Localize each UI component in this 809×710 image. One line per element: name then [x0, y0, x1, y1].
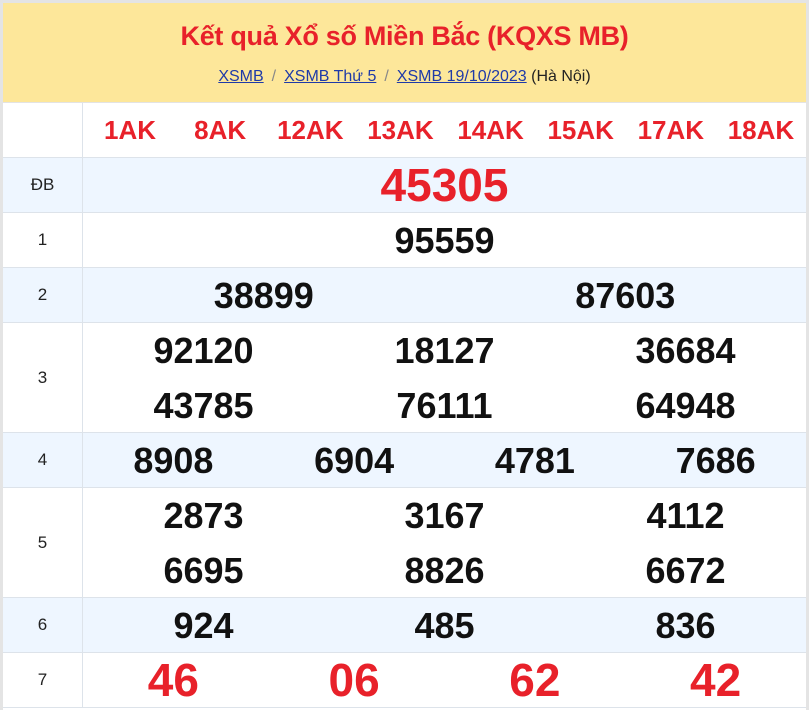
prize-number: 924 [173, 605, 234, 646]
prize-label: 1 [3, 213, 83, 267]
breadcrumb-separator: / [271, 68, 277, 85]
prize-number: 6904 [314, 440, 395, 481]
prize-row-5: 5 2873 3167 4112 6695 8826 6672 [3, 488, 806, 598]
prize-label: 5 [3, 488, 83, 597]
results-header: Kết quả Xổ số Miền Bắc (KQXS MB) XSMB / XS… [3, 3, 806, 103]
prize-number: 8908 [133, 440, 214, 481]
prize-number: 62 [509, 654, 561, 706]
prize-number: 06 [328, 654, 380, 706]
prize-row-db: ĐB 45305 [3, 158, 806, 213]
prize-number: 95559 [394, 220, 495, 261]
prize-row-7: 7 46 06 62 42 [3, 653, 806, 708]
breadcrumb-separator: / [384, 68, 389, 85]
prize-number: 76111 [396, 385, 493, 426]
prize-label: 3 [3, 323, 83, 432]
code-8ak: 8AK [194, 114, 247, 145]
prize-number: 87603 [575, 275, 676, 316]
region-label: (Hà Nội) [531, 68, 591, 85]
prize-number: 8826 [404, 550, 485, 591]
prize-number: 4112 [646, 495, 725, 536]
page-title: Kết quả Xổ số Miền Bắc (KQXS MB) [180, 21, 629, 51]
prize-number: 36684 [635, 330, 736, 371]
breadcrumb-xsmb[interactable]: XSMB [218, 68, 264, 85]
prize-row-4: 4 8908 6904 4781 7686 [3, 433, 806, 488]
prize-number: 92120 [153, 330, 254, 371]
prize-number: 6695 [163, 550, 244, 591]
prize-number: 45305 [380, 159, 509, 211]
prize-label: 6 [3, 598, 83, 652]
code-1ak: 1AK [104, 114, 157, 145]
code-13ak: 13AK [367, 114, 434, 145]
prize-number: 836 [655, 605, 716, 646]
code-15ak: 15AK [547, 114, 614, 145]
code-17ak: 17AK [637, 114, 705, 145]
code-12ak: 12AK [277, 114, 344, 145]
prize-label: 2 [3, 268, 83, 322]
prize-row-2: 2 38899 87603 [3, 268, 806, 323]
prize-number: 18127 [394, 330, 495, 371]
prize-number: 2873 [163, 495, 244, 536]
prize-row-1: 1 95559 [3, 213, 806, 268]
prize-row-3: 3 92120 18127 36684 43785 76111 64948 [3, 323, 806, 433]
prize-label: 4 [3, 433, 83, 487]
prize-number: 46 [147, 654, 199, 706]
breadcrumb-xsmb-date[interactable]: XSMB 19/10/2023 [396, 68, 527, 85]
code-18ak: 18AK [727, 114, 795, 145]
breadcrumb-xsmb-thu5[interactable]: XSMB Thứ 5 [284, 68, 377, 85]
prize-number: 38899 [213, 275, 314, 316]
codes-label-cell [3, 103, 83, 157]
breadcrumb: XSMB / XSMB Thứ 5 / XSMB 19/10/2023 (Hà Nội) [3, 68, 806, 86]
prize-label: 7 [3, 653, 83, 707]
prize-number: 3167 [404, 495, 485, 536]
prize-label: ĐB [3, 158, 83, 212]
prize-number: 485 [414, 605, 475, 646]
codes-row: 1AK 8AK 12AK 13AK 14AK 15AK 17AK 18AK [3, 103, 806, 158]
prize-number: 43785 [153, 385, 254, 426]
prize-row-6: 6 924 485 836 [3, 598, 806, 653]
prize-number: 6672 [645, 550, 726, 591]
code-14ak: 14AK [457, 114, 524, 145]
prize-number: 7686 [675, 440, 756, 481]
prize-number: 4781 [494, 440, 575, 481]
prize-number: 64948 [635, 385, 736, 426]
prize-number: 42 [690, 654, 742, 706]
